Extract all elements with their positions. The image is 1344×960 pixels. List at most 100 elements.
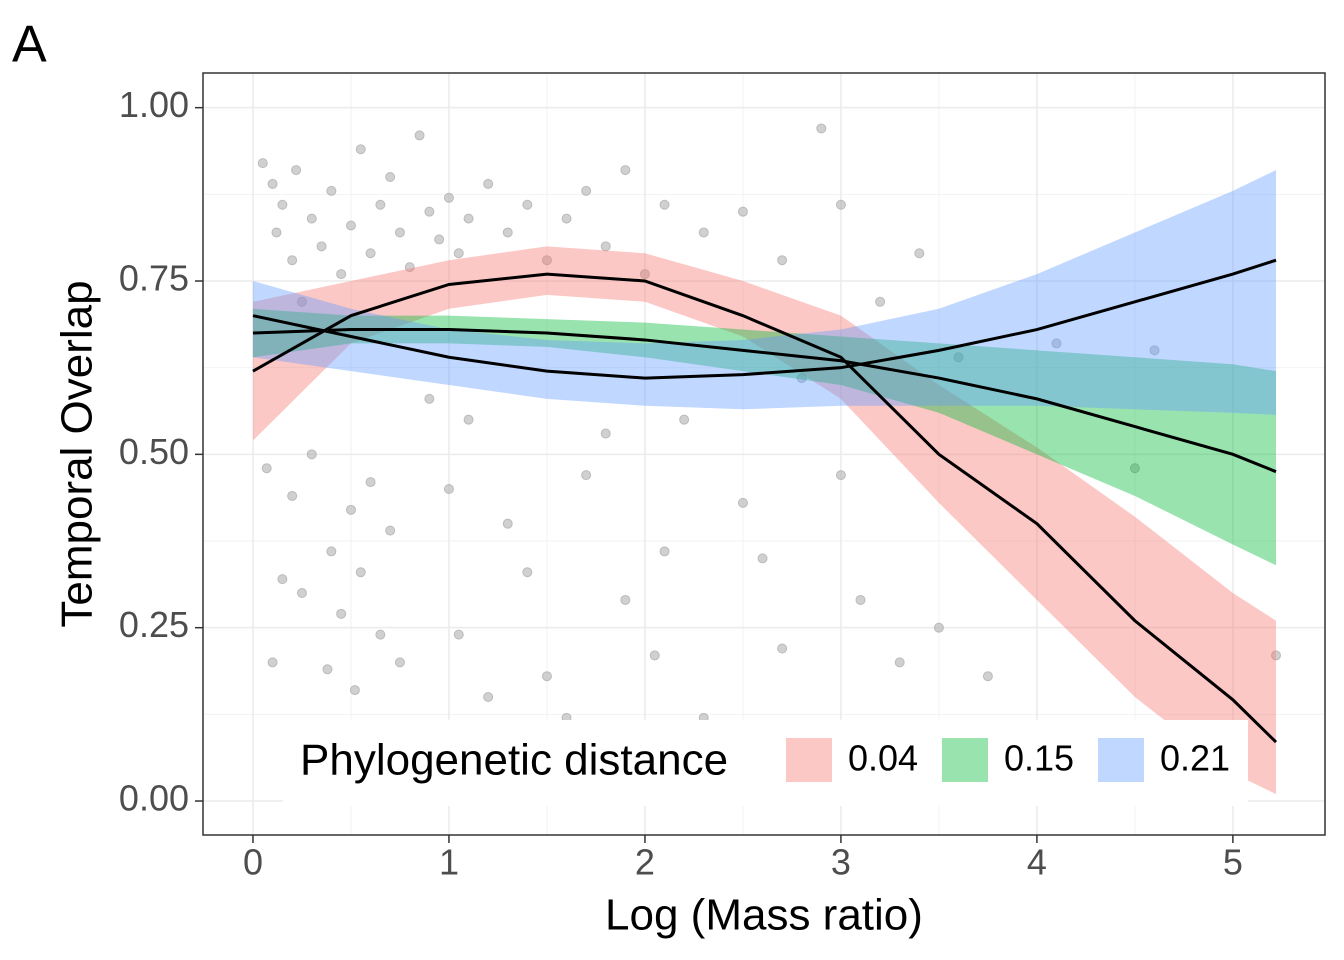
scatter-point	[855, 594, 866, 605]
scatter-point	[375, 199, 386, 210]
fit-line	[252, 272, 1278, 744]
scatter-point	[267, 178, 278, 189]
y-tick-label: 0.50	[119, 431, 189, 472]
scatter-point	[443, 192, 454, 203]
scatter-point	[443, 484, 454, 495]
scatter-point	[326, 546, 337, 557]
scatter-point	[1129, 463, 1140, 474]
scatter-point	[291, 165, 302, 176]
scatter-point	[639, 269, 650, 280]
scatter-point	[257, 158, 268, 169]
scatter-point	[385, 172, 396, 183]
scatter-point	[522, 199, 533, 210]
scatter-point	[620, 165, 631, 176]
legend-label: 0.21	[1160, 738, 1230, 779]
legend: Phylogenetic distance 0.04 0.15 0.21	[283, 720, 1248, 806]
fit-line	[252, 328, 1277, 474]
scatter-point	[875, 296, 886, 307]
scatter-point	[336, 608, 347, 619]
legend-background	[283, 720, 1248, 806]
scatter-point	[394, 657, 405, 668]
confidence-ribbon	[252, 308, 1277, 566]
scatter-point	[365, 248, 376, 259]
x-tick-label: 2	[635, 842, 655, 883]
scatter-point	[600, 241, 611, 252]
plot-border	[202, 72, 1326, 836]
x-tick-label: 1	[439, 842, 459, 883]
x-tick-label: 3	[831, 842, 851, 883]
legend-key	[942, 738, 988, 782]
scatter-point	[463, 213, 474, 224]
scatter-point	[296, 588, 307, 599]
scatter-point	[434, 234, 445, 245]
scatter-point	[561, 213, 572, 224]
scatter-point	[796, 373, 807, 384]
scatter-point	[453, 629, 464, 640]
x-tick-label: 4	[1027, 842, 1047, 883]
scatter-point	[355, 567, 366, 578]
scatter-point	[306, 213, 317, 224]
scatter-point	[345, 220, 356, 231]
x-tick-label: 5	[1223, 842, 1243, 883]
scatter-point	[424, 206, 435, 217]
scatter-point	[737, 497, 748, 508]
scatter-point	[424, 393, 435, 404]
fit-line	[252, 258, 1277, 380]
legend-key	[786, 738, 832, 782]
scatter-point	[349, 685, 360, 696]
scatter-point	[894, 657, 905, 668]
legend-label: 0.04	[848, 738, 918, 779]
scatter-point	[463, 414, 474, 425]
scatter-point	[277, 199, 288, 210]
scatter-point	[306, 449, 317, 460]
scatter-point	[679, 414, 690, 425]
scatter-point	[385, 525, 396, 536]
scatter-point	[581, 470, 592, 481]
scatter-point	[404, 262, 415, 273]
x-axis-title: Log (Mass ratio)	[605, 891, 923, 940]
scatter-point	[322, 664, 333, 675]
scatter-point	[414, 130, 425, 141]
scatter-point	[581, 185, 592, 196]
scatter-point	[757, 553, 768, 564]
scatter-point	[982, 671, 993, 682]
scatter-point	[394, 227, 405, 238]
scatter-point	[737, 206, 748, 217]
scatter-point	[271, 227, 282, 238]
scatter-point	[1051, 338, 1062, 349]
y-tick-label: 0.25	[119, 604, 189, 645]
scatter-point	[659, 546, 670, 557]
scatter-point	[816, 123, 827, 134]
scatter-point	[483, 178, 494, 189]
y-tick-label: 1.00	[119, 84, 189, 125]
scatter-point	[541, 255, 552, 266]
scatter-point	[326, 185, 337, 196]
scatter-point	[914, 248, 925, 259]
scatter-point	[355, 144, 366, 155]
scatter-point	[296, 296, 307, 307]
confidence-ribbon	[252, 170, 1277, 415]
scatter-point	[316, 241, 327, 252]
scatter-point	[1271, 650, 1282, 661]
scatter-point	[261, 463, 272, 474]
scatter-point	[483, 692, 494, 703]
scatter-point	[649, 650, 660, 661]
scatter-point	[933, 622, 944, 633]
panel-label: A	[12, 16, 47, 74]
y-tick-label: 0.75	[119, 258, 189, 299]
scatter-point	[453, 248, 464, 259]
confidence-ribbon	[252, 246, 1277, 795]
scatter-point	[777, 643, 788, 654]
scatter-point	[1149, 345, 1160, 356]
scatter-point	[777, 255, 788, 266]
scatter-point	[287, 255, 298, 266]
y-axis-title: Temporal Overlap	[53, 280, 102, 627]
scatter-point	[375, 629, 386, 640]
legend-title: Phylogenetic distance	[300, 736, 728, 785]
scatter-point	[953, 352, 964, 363]
scatter-point	[600, 428, 611, 439]
x-tick-label: 0	[243, 842, 263, 883]
scatter-point	[541, 671, 552, 682]
scatter-point	[502, 518, 513, 529]
